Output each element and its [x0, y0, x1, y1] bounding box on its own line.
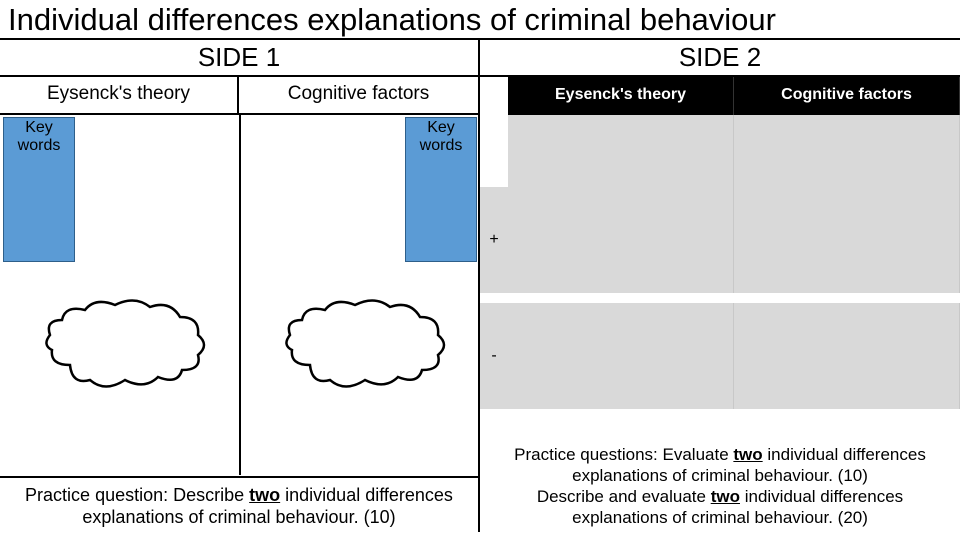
content-area: Eysenck's theory Cognitive factors Key w…: [0, 77, 960, 532]
side2-sign-blank: [480, 115, 508, 187]
side1-body: Key words Key words: [0, 115, 478, 485]
side2-label: SIDE 2: [480, 40, 960, 77]
side2-row-gap: [480, 293, 960, 303]
side1-vertical-divider: [239, 115, 241, 475]
q-two: two: [711, 487, 740, 506]
keywords-label-1: Key words: [3, 119, 75, 155]
q-text: Describe and evaluate: [537, 487, 711, 506]
minus-sign: -: [480, 303, 508, 409]
side2-header-spacer: [480, 77, 508, 115]
side2-col1-header: Eysenck's theory: [508, 77, 734, 115]
side2-cell: [734, 115, 960, 187]
side2-cell: [508, 115, 734, 187]
side1-col1-header: Eysenck's theory: [0, 77, 239, 115]
page-title: Individual differences explanations of c…: [0, 0, 960, 40]
side2-header-row: Eysenck's theory Cognitive factors: [480, 77, 960, 115]
side1-panel: Eysenck's theory Cognitive factors Key w…: [0, 77, 480, 532]
thought-cloud-icon: [280, 295, 450, 395]
q-text: Practice questions: Evaluate: [514, 445, 733, 464]
side1-label: SIDE 1: [0, 40, 480, 77]
side1-practice-question: Practice question: Describe two individu…: [0, 476, 478, 532]
side2-cell: [734, 303, 960, 409]
q-two: two: [249, 485, 280, 505]
side2-practice-questions: Practice questions: Evaluate two individ…: [480, 440, 960, 532]
thought-cloud-icon: [40, 295, 210, 395]
keywords-label-2: Key words: [405, 119, 477, 155]
side2-minus-row: -: [480, 303, 960, 409]
side2-col2-header: Cognitive factors: [734, 77, 960, 115]
q-text: Practice question: Describe: [25, 485, 249, 505]
side1-column-headers: Eysenck's theory Cognitive factors: [0, 77, 478, 115]
side2-cell: [734, 187, 960, 293]
side2-cell: [508, 187, 734, 293]
plus-sign: +: [480, 187, 508, 293]
side-labels-row: SIDE 1 SIDE 2: [0, 40, 960, 77]
side2-blank-row: [480, 115, 960, 187]
side2-panel: Eysenck's theory Cognitive factors + - P…: [480, 77, 960, 532]
side2-plus-row: +: [480, 187, 960, 293]
side2-cell: [508, 303, 734, 409]
q-two: two: [733, 445, 762, 464]
side1-col2-header: Cognitive factors: [239, 77, 478, 115]
